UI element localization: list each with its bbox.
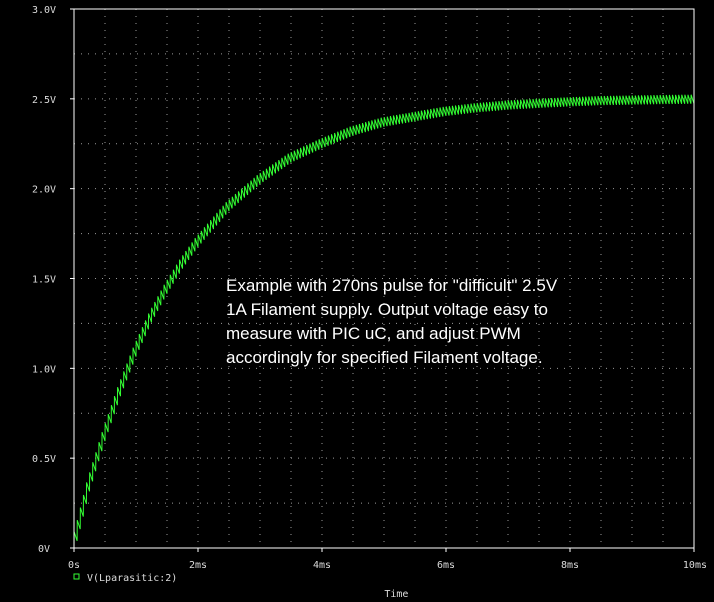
annotation-line-2: 1A Filament supply. Output voltage easy …	[226, 300, 548, 319]
legend-marker-square	[73, 573, 80, 580]
y-tick-label: 0V	[38, 544, 50, 555]
annotation: Example with 270ns pulse for "difficult"…	[226, 276, 558, 367]
x-tick-label: 8ms	[561, 560, 579, 571]
y-tick-label: 2.0V	[32, 185, 56, 196]
trace-layer	[73, 94, 695, 549]
series-line-v-lparasitic-2	[73, 94, 695, 549]
annotation-line-4: accordingly for specified Filament volta…	[226, 348, 543, 367]
x-tick-label: 4ms	[313, 560, 331, 571]
x-axis-label: Time	[384, 589, 408, 600]
legend-label: V(Lparasitic:2)	[87, 573, 177, 584]
x-tick-label: 10ms	[683, 560, 707, 571]
x-axis: 0s 2ms 4ms 6ms 8ms 10ms	[68, 548, 707, 571]
annotation-line-1: Example with 270ns pulse for "difficult"…	[226, 276, 558, 295]
x-tick-label: 6ms	[437, 560, 455, 571]
y-tick-label: 0.5V	[32, 454, 56, 465]
y-tick-label: 2.5V	[32, 95, 56, 106]
annotation-line-3: measure with PIC uC, and adjust PWM	[226, 324, 521, 343]
y-axis: 0V 0.5V 1.0V 1.5V 2.0V 2.5V 3.0V	[32, 5, 74, 555]
x-tick-label: 2ms	[189, 560, 207, 571]
x-tick-label: 0s	[68, 560, 80, 571]
y-tick-label: 3.0V	[32, 5, 56, 16]
y-tick-label: 1.5V	[32, 275, 56, 286]
legend: V(Lparasitic:2)	[73, 573, 177, 584]
y-tick-label: 1.0V	[32, 364, 56, 375]
